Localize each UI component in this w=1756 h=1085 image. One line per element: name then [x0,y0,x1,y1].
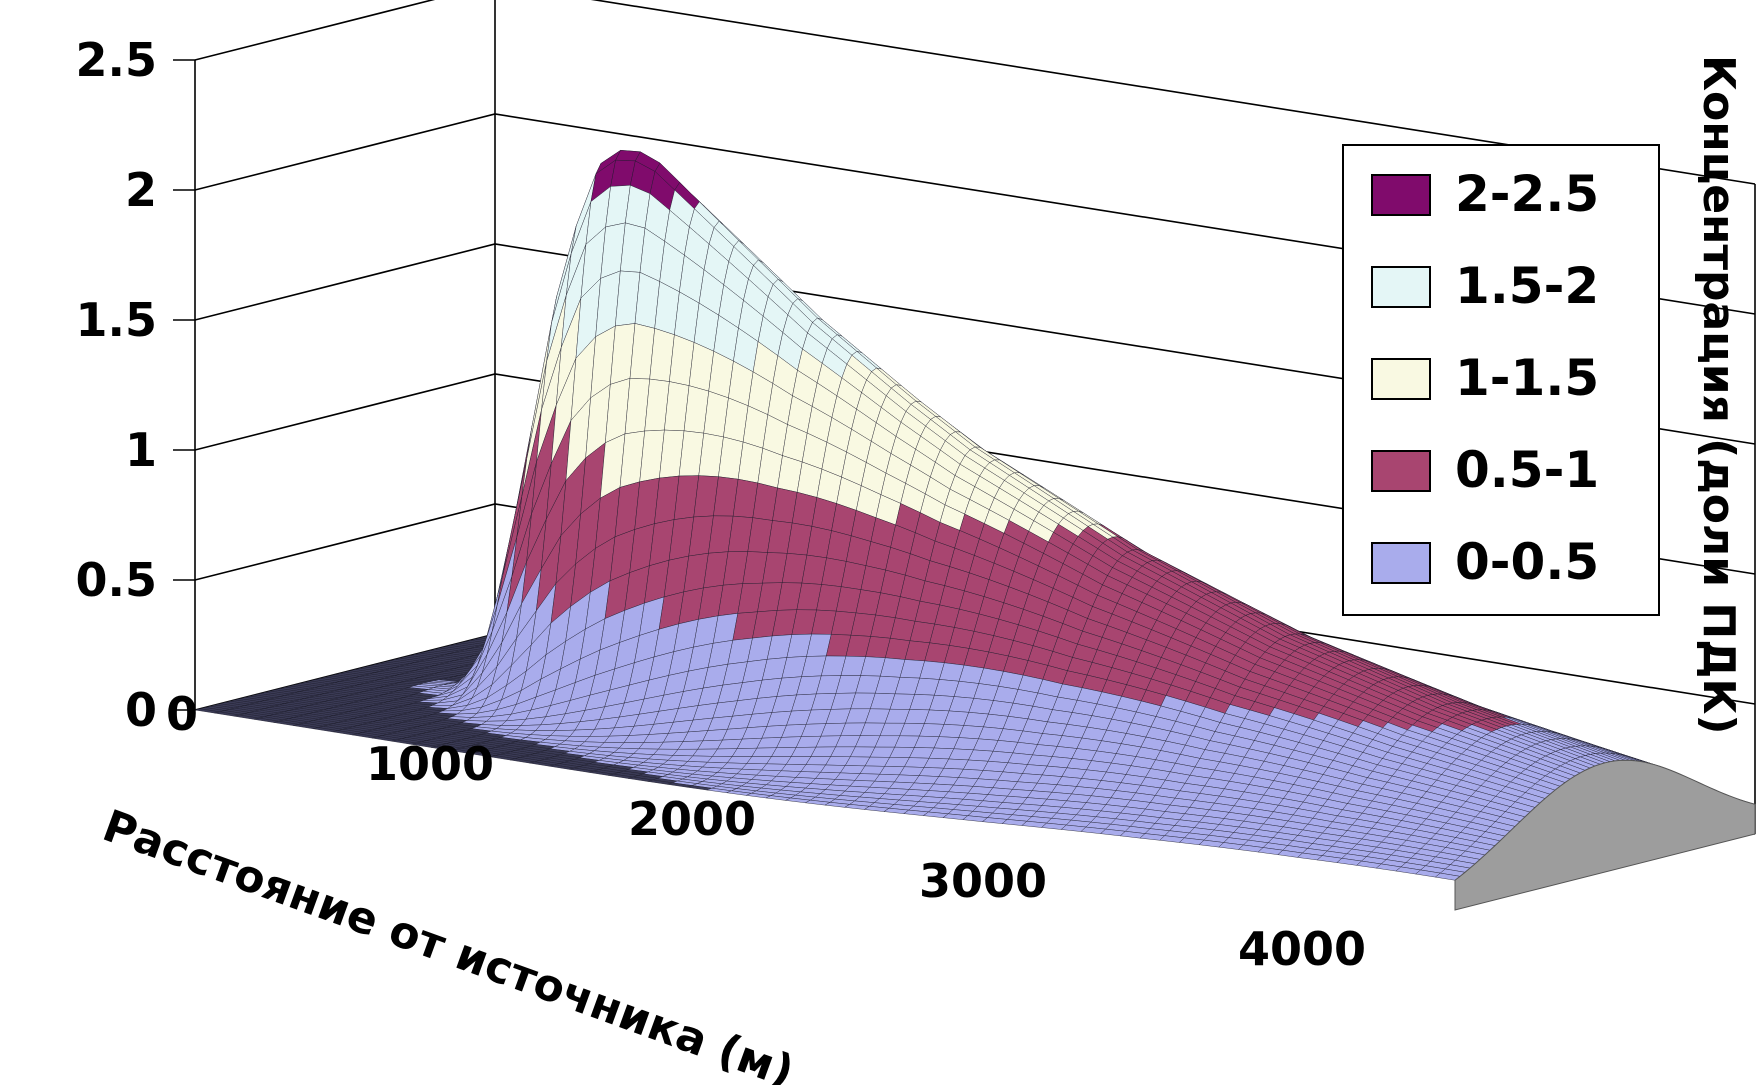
x-tick-label: 3000 [919,854,1047,908]
z-tick-label: 1.5 [76,293,158,347]
z-axis-title: Концентрация (доли ПДК) [1693,55,1744,735]
legend-swatch [1371,450,1431,492]
gridline-5 [173,0,1756,185]
legend-label: 1.5-2 [1455,257,1599,315]
x-tick-label: 1000 [366,737,494,791]
legend-swatch [1371,266,1431,308]
x-tick-label: 2000 [628,792,756,846]
z-axis-ticks: 0 0.5 1 1.5 2 2.5 [76,33,158,737]
legend-label: 0.5-1 [1455,441,1599,499]
z-tick-label: 1 [125,423,157,477]
x-axis-ticks: 0 1000 2000 3000 4000 [166,687,1366,976]
z-tick-label: 2 [125,163,157,217]
x-tick-label: 0 [166,687,198,741]
gridline-3 [173,243,1756,445]
legend-swatch [1371,542,1431,584]
legend-swatch [1371,174,1431,216]
z-tick-label: 0.5 [76,553,158,607]
z-tick-label: 0 [125,683,157,737]
gridline-2 [173,373,1756,575]
legend-label: 2-2.5 [1455,165,1599,223]
legend-box [1342,144,1660,616]
z-tick-label: 2.5 [76,33,158,87]
gridline-4 [173,113,1756,315]
x-tick-label: 4000 [1238,922,1366,976]
legend-label: 0-0.5 [1455,533,1599,591]
surface-end-face [1454,759,1756,911]
legend-label: 1-1.5 [1455,349,1599,407]
surface-plot [194,149,1756,911]
legend-swatch [1371,358,1431,400]
legend: 2-2.5 1.5-2 1-1.5 0.5-1 0-0.5 [1342,144,1660,616]
